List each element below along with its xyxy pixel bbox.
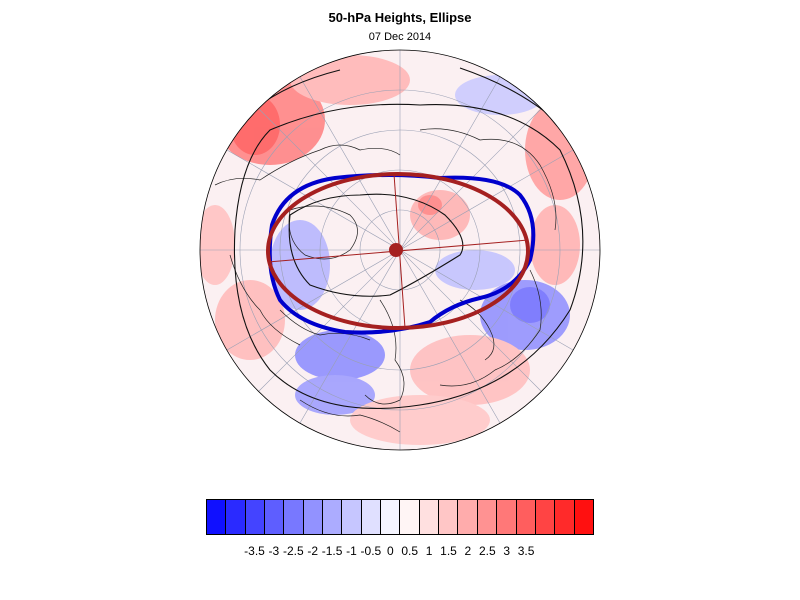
colorbar-swatch bbox=[284, 500, 304, 534]
colorbar-tick-label: 1.5 bbox=[440, 544, 457, 558]
colorbar bbox=[206, 499, 594, 535]
colorbar-tick-label: 3 bbox=[503, 544, 511, 558]
colorbar-labels: -3.5 -3 -2.5 -2 -1.5 -1 -0.5 0 0.5 1 1.5 2 2.5 3 3.5 bbox=[0, 544, 800, 560]
colorbar-tick-label: 2 bbox=[464, 544, 472, 558]
colorbar-swatch bbox=[458, 500, 478, 534]
colorbar-swatch bbox=[555, 500, 575, 534]
map-title: 50-hPa Heights, Ellipse bbox=[328, 10, 472, 25]
colorbar-swatch bbox=[245, 500, 266, 534]
ellipse-center bbox=[389, 243, 403, 257]
colorbar-tick-label: 2.5 bbox=[478, 544, 496, 558]
colorbar-tick-label: -3.5 bbox=[244, 544, 265, 558]
colorbar-tick-label: -2.5 bbox=[282, 544, 304, 558]
colorbar-swatch bbox=[497, 500, 517, 534]
fitted-ellipse bbox=[266, 172, 530, 330]
colorbar-tick-label: 0.5 bbox=[401, 544, 419, 558]
colorbar-tick-label: -1.5 bbox=[321, 544, 343, 558]
colorbar-swatch bbox=[400, 500, 420, 534]
colorbar-swatch bbox=[381, 500, 401, 534]
colorbar-swatch bbox=[574, 500, 593, 534]
colorbar-swatch bbox=[265, 500, 285, 534]
colorbar-swatch bbox=[477, 500, 498, 534]
colorbar-tick-label: -1 bbox=[346, 544, 357, 558]
colorbar-swatch bbox=[207, 500, 227, 534]
colorbar-tick-label: -3 bbox=[268, 544, 280, 558]
colorbar-swatch bbox=[323, 500, 343, 534]
colorbar-tick-label: -0.5 bbox=[360, 544, 382, 558]
colorbar-tick-label: 0 bbox=[386, 544, 394, 558]
coastlines bbox=[214, 128, 557, 433]
colorbar-tick-label: 3.5 bbox=[517, 544, 535, 558]
colorbar-swatch bbox=[342, 500, 362, 534]
colorbar-tick-label: -2 bbox=[307, 544, 319, 558]
colorbar-swatch bbox=[439, 500, 459, 534]
colorbar-swatch bbox=[226, 500, 246, 534]
colorbar-swatch bbox=[535, 500, 556, 534]
colorbar-swatch bbox=[303, 500, 324, 534]
colorbar-tick-label: 1 bbox=[425, 544, 433, 558]
map-date: 07 Dec 2014 bbox=[368, 31, 432, 43]
colorbar-swatch bbox=[361, 500, 382, 534]
map-border bbox=[199, 49, 601, 451]
polar-map bbox=[199, 49, 601, 451]
colorbar-swatch bbox=[419, 500, 440, 534]
colorbar-swatch bbox=[516, 500, 536, 534]
